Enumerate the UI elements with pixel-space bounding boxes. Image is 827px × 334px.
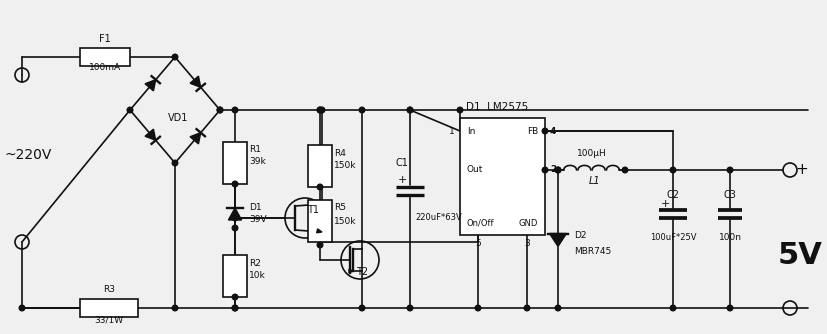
Circle shape	[232, 294, 237, 300]
Circle shape	[317, 107, 323, 113]
Circle shape	[317, 107, 323, 113]
Text: 220uF*63V: 220uF*63V	[414, 213, 461, 222]
Text: ~220V: ~220V	[5, 148, 52, 162]
Circle shape	[726, 167, 732, 173]
Text: R3: R3	[103, 286, 115, 295]
Circle shape	[319, 107, 324, 113]
Text: C1: C1	[394, 158, 408, 168]
Text: C2: C2	[666, 190, 679, 200]
Text: FB: FB	[526, 127, 538, 136]
Text: 10k: 10k	[249, 272, 265, 281]
Circle shape	[669, 167, 675, 173]
Text: L1: L1	[588, 176, 600, 186]
Circle shape	[232, 181, 237, 187]
Circle shape	[407, 107, 413, 113]
Bar	[80, 299, 138, 317]
Text: F1: F1	[99, 34, 111, 44]
Polygon shape	[145, 80, 155, 91]
Circle shape	[457, 107, 462, 113]
Circle shape	[555, 167, 560, 173]
Circle shape	[217, 107, 222, 113]
Text: Out: Out	[466, 166, 483, 174]
Text: D2: D2	[573, 230, 586, 239]
Polygon shape	[316, 229, 322, 233]
Text: 5V: 5V	[777, 240, 821, 270]
Text: 33/1W: 33/1W	[94, 316, 123, 325]
Text: 100n: 100n	[718, 233, 741, 242]
Circle shape	[523, 305, 529, 311]
Text: +: +	[795, 163, 807, 177]
Text: 2: 2	[549, 166, 556, 174]
Circle shape	[232, 107, 237, 113]
Text: 100uF*25V: 100uF*25V	[649, 233, 696, 242]
Text: T2: T2	[356, 267, 368, 277]
Circle shape	[669, 305, 675, 311]
Circle shape	[359, 107, 365, 113]
Circle shape	[232, 215, 237, 221]
Bar	[308, 200, 332, 242]
Circle shape	[555, 167, 560, 173]
Polygon shape	[348, 269, 352, 273]
Text: 39k: 39k	[249, 158, 265, 167]
Polygon shape	[228, 208, 241, 220]
Circle shape	[555, 305, 560, 311]
Text: 5: 5	[475, 239, 480, 248]
Circle shape	[407, 107, 413, 113]
Bar	[460, 118, 544, 235]
Bar	[222, 142, 246, 184]
Text: VD1: VD1	[168, 113, 188, 123]
Circle shape	[172, 160, 178, 166]
Circle shape	[232, 305, 237, 311]
Text: T1: T1	[307, 205, 318, 215]
Circle shape	[317, 184, 323, 190]
Polygon shape	[190, 76, 200, 87]
Text: GND: GND	[518, 218, 538, 227]
Circle shape	[621, 167, 627, 173]
Text: 150k: 150k	[333, 216, 356, 225]
Circle shape	[19, 305, 25, 311]
Bar	[308, 145, 332, 187]
Text: 1: 1	[448, 127, 454, 136]
Circle shape	[217, 107, 222, 113]
Text: R1: R1	[249, 145, 261, 154]
Bar	[80, 48, 130, 66]
Text: R4: R4	[333, 149, 346, 158]
Text: 39V: 39V	[249, 215, 266, 224]
Bar	[222, 255, 246, 297]
Polygon shape	[549, 233, 566, 246]
Polygon shape	[145, 129, 155, 140]
Text: MBR745: MBR745	[573, 247, 610, 257]
Text: In: In	[466, 127, 475, 136]
Text: +: +	[660, 199, 669, 209]
Text: 100μH: 100μH	[576, 150, 605, 159]
Polygon shape	[190, 133, 200, 144]
Text: 3: 3	[523, 239, 529, 248]
Circle shape	[172, 305, 178, 311]
Text: R2: R2	[249, 259, 261, 268]
Circle shape	[726, 305, 732, 311]
Text: D1  LM2575: D1 LM2575	[466, 102, 528, 112]
Circle shape	[127, 107, 132, 113]
Text: R5: R5	[333, 203, 346, 212]
Circle shape	[172, 54, 178, 60]
Text: +: +	[397, 175, 407, 185]
Circle shape	[542, 128, 547, 134]
Text: C3: C3	[723, 190, 735, 200]
Text: 4: 4	[549, 127, 556, 136]
Circle shape	[542, 167, 547, 173]
Circle shape	[359, 305, 365, 311]
Text: On/Off: On/Off	[466, 218, 494, 227]
Circle shape	[232, 225, 237, 231]
Circle shape	[232, 305, 237, 311]
Text: D1: D1	[249, 202, 261, 211]
Text: 150k: 150k	[333, 162, 356, 170]
Circle shape	[407, 305, 413, 311]
Text: 100mA: 100mA	[88, 62, 121, 71]
Circle shape	[475, 305, 480, 311]
Circle shape	[317, 242, 323, 248]
